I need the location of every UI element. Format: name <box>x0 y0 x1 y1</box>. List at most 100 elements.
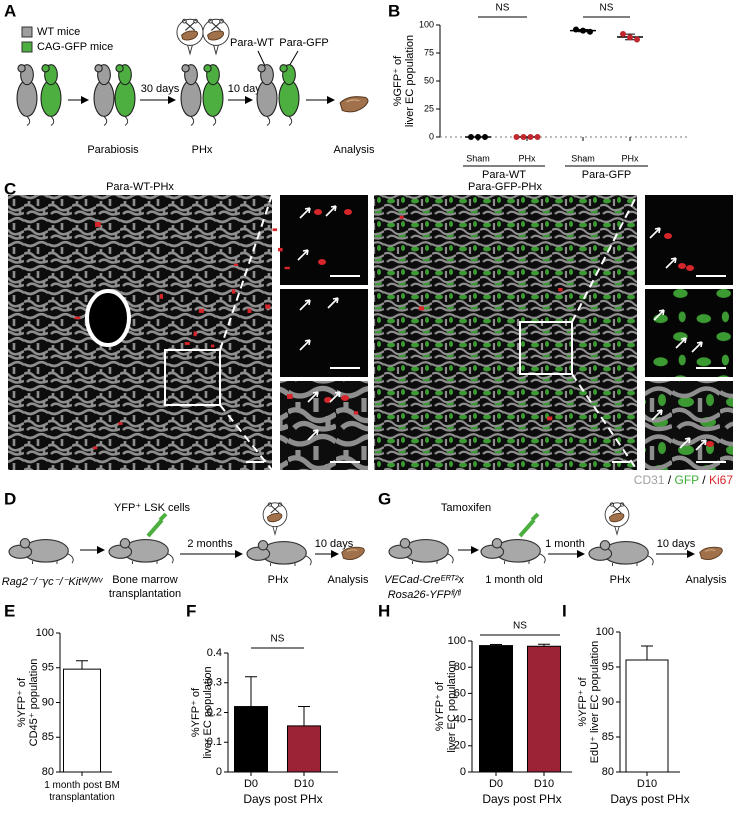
ki67-dot <box>231 289 236 294</box>
mouse-label: Para-GFP <box>279 37 329 49</box>
y-tick-label: 80 <box>454 661 466 673</box>
ki67-signal <box>74 209 714 450</box>
interval: 1 month <box>545 538 585 550</box>
y-axis-label: EdU⁺ liver EC population <box>589 641 601 764</box>
data-point <box>468 134 474 140</box>
ki67-dot <box>341 395 349 401</box>
data-point <box>587 28 593 35</box>
data-point <box>534 134 541 140</box>
arrow-marker <box>307 429 319 441</box>
y-tick-label: 0 <box>460 766 466 778</box>
arrow-marker <box>299 339 311 351</box>
y-tick-label: 100 <box>448 635 466 647</box>
separator: / <box>699 473 709 487</box>
ki67-dot <box>118 422 123 425</box>
arrows <box>297 205 707 451</box>
panel-letter: F <box>186 601 196 620</box>
panel-letter: H <box>378 601 390 620</box>
arrow-marker <box>665 257 677 269</box>
arrow-marker <box>675 337 687 349</box>
panel-letter: E <box>4 601 15 620</box>
ki67-dot <box>284 266 290 270</box>
panel-a: WT mice CAG-GFP mice 30 days 10 days Par… <box>16 18 375 156</box>
y-axis-label: CD45⁺ population <box>28 659 40 747</box>
ki67-dot <box>287 393 293 399</box>
micrograph <box>374 195 637 470</box>
panel-letter: D <box>4 489 16 508</box>
y-tick-label: 0.2 <box>207 706 222 718</box>
step-label: 1 month old <box>485 574 542 586</box>
zoom-box <box>519 321 573 375</box>
ki67-dot <box>74 316 81 320</box>
y-tick-label: 0.1 <box>207 736 222 748</box>
zoom-tile <box>645 289 733 377</box>
y-tick-label: 95 <box>42 662 54 674</box>
mouse <box>480 538 546 565</box>
step-label: Analysis <box>328 574 369 586</box>
x-tick-label: PHx <box>621 153 639 163</box>
zoom-line <box>219 194 273 471</box>
data-point <box>620 30 626 37</box>
arrow-marker <box>651 409 663 421</box>
step-label: Analysis <box>334 144 375 156</box>
x-tick-label: D10 <box>294 778 314 790</box>
arrow-marker <box>691 341 703 353</box>
error-bar <box>490 644 502 646</box>
data-point <box>634 36 640 43</box>
ki67-dot <box>314 209 322 215</box>
mouse <box>588 540 654 567</box>
legend-text: WT mice <box>37 26 80 38</box>
surgery-icon <box>202 18 230 55</box>
mouse <box>8 538 74 565</box>
ki67-dot <box>399 215 404 219</box>
treatment-label: Tamoxifen <box>441 502 491 514</box>
ki67-dot <box>344 209 352 215</box>
genotype: Rag2⁻/⁻γc⁻/⁻Kitᵂ/ᵂᵛ <box>2 576 104 588</box>
arrow-marker <box>329 391 341 403</box>
significance-label: NS <box>496 3 510 14</box>
zoom-tile <box>280 381 368 470</box>
y-axis-label: %YFP⁺ of <box>16 677 28 727</box>
x-axis-label: Days post PHx <box>482 792 561 806</box>
liver-icon <box>339 96 369 113</box>
scale-bar <box>246 275 726 463</box>
x-tick-label: Sham <box>466 153 490 163</box>
y-tick-label: 0 <box>216 766 222 778</box>
error-bar <box>245 676 257 707</box>
bar <box>234 706 268 773</box>
x-tick-label: 1 month post BM transplantation <box>44 780 120 803</box>
panel-g: Tamoxifen 1 month 10 days VECad-Creᴱᴿᵀ²x… <box>384 502 727 601</box>
ki67-dot <box>265 304 271 309</box>
y-tick-label: 0.4 <box>207 647 222 659</box>
vessel <box>85 289 131 347</box>
step-label: Bone marrow <box>112 574 177 586</box>
arrow-marker <box>327 297 339 309</box>
y-axis-label: liver EC population <box>202 666 214 758</box>
ki67-dot <box>95 222 101 227</box>
x-axis-label: Days post PHx <box>243 792 322 806</box>
panel-letter: B <box>388 1 400 20</box>
zoom-tile <box>645 381 733 470</box>
y-axis-label: %YFP⁺ of <box>434 681 446 731</box>
arrow-marker <box>297 249 309 261</box>
panel-letter: I <box>562 601 567 620</box>
micrograph <box>8 195 272 470</box>
ki67-dot <box>686 265 694 271</box>
bar <box>63 668 101 773</box>
bar <box>479 645 513 773</box>
ki67-dot <box>247 308 252 313</box>
ki67-dot <box>664 233 672 239</box>
error-bar <box>538 643 550 647</box>
arrow-marker <box>299 207 311 219</box>
data-point <box>580 27 586 34</box>
y-axis-label: liver EC population <box>404 35 416 127</box>
y-tick-label: 0 <box>429 131 434 141</box>
arrow-marker <box>679 437 691 449</box>
x-tick-label: Sham <box>571 153 595 163</box>
panel-letter: G <box>378 489 391 508</box>
stain-name: CD31 <box>634 473 665 487</box>
ki67-dot <box>184 342 190 345</box>
y-tick-label: 80 <box>602 766 614 778</box>
